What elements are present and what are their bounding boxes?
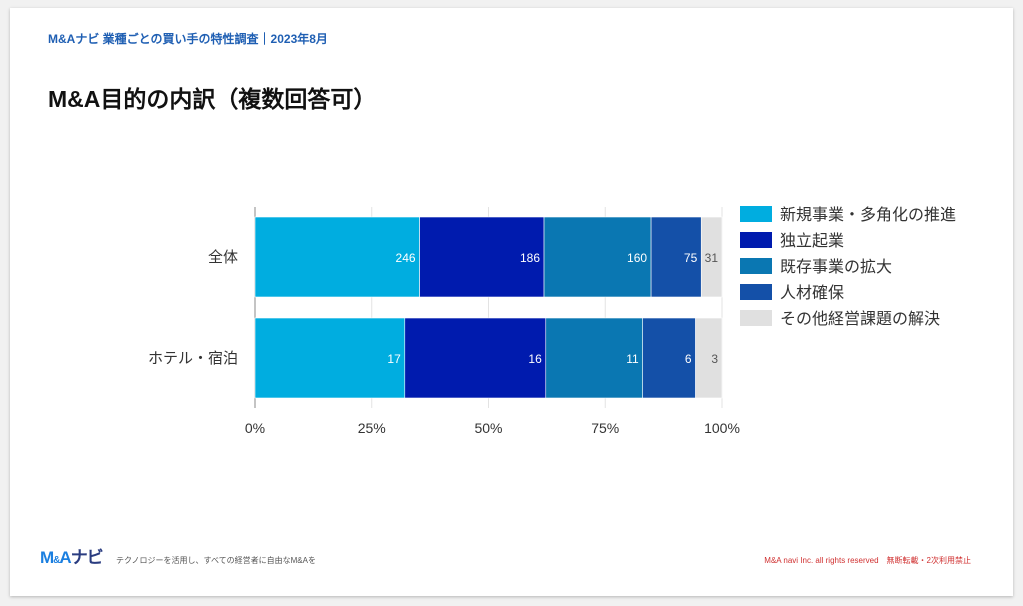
- bar-segment: [419, 216, 545, 298]
- bar-segment: [404, 317, 547, 399]
- data-label: 31: [705, 251, 719, 265]
- data-label: 17: [387, 352, 401, 366]
- bar-segment: [543, 216, 652, 298]
- bar-segment: [650, 216, 702, 298]
- page-title: M&A目的の内訳（複数回答可）: [48, 86, 377, 112]
- x-tick-label: 75%: [591, 420, 619, 436]
- bar-segment: [642, 317, 696, 399]
- legend-label: 独立起業: [780, 232, 844, 250]
- data-label: 75: [684, 251, 698, 265]
- mana-navi-logo: M&Aナビ: [40, 548, 104, 567]
- data-label: 246: [396, 251, 416, 265]
- legend-label: 人材確保: [780, 284, 844, 302]
- x-tick-label: 0%: [245, 420, 265, 436]
- legend-label: 新規事業・多角化の推進: [780, 206, 956, 224]
- bar-segment: [254, 317, 406, 399]
- bar-segment: [700, 216, 723, 298]
- data-label: 16: [528, 352, 542, 366]
- data-label: 160: [627, 251, 647, 265]
- bar-segment: [254, 216, 420, 298]
- footer-tagline: テクノロジーを活用し、すべての経営者に自由なM&Aを: [116, 556, 316, 565]
- slide-card: [10, 8, 1013, 596]
- x-tick-label: 50%: [474, 420, 502, 436]
- category-label: ホテル・宿泊: [148, 350, 238, 367]
- legend-swatch: [740, 258, 772, 274]
- legend-swatch: [740, 232, 772, 248]
- x-tick-label: 25%: [358, 420, 386, 436]
- legend-label: 既存事業の拡大: [780, 258, 892, 276]
- bar-segment: [545, 317, 643, 399]
- legend-swatch: [740, 206, 772, 222]
- report-subtitle: M&Aナビ 業種ごとの買い手の特性調査｜2023年8月: [48, 32, 328, 46]
- legend-label: その他経営課題の解決: [780, 310, 940, 328]
- legend-swatch: [740, 284, 772, 300]
- legend-swatch: [740, 310, 772, 326]
- data-label: 3: [711, 352, 718, 366]
- category-label: 全体: [208, 248, 238, 266]
- x-tick-label: 100%: [704, 420, 740, 436]
- footer-copyright: M&A navi Inc. all rights reserved 無断転載・2…: [764, 556, 971, 565]
- data-label: 6: [685, 352, 692, 366]
- bar-segment: [695, 317, 723, 399]
- data-label: 186: [520, 251, 540, 265]
- data-label: 11: [626, 352, 639, 366]
